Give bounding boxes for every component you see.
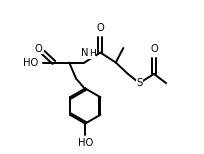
Text: N: N: [81, 48, 89, 58]
Text: O: O: [150, 44, 158, 54]
Text: O: O: [35, 44, 42, 54]
Text: O: O: [97, 23, 104, 33]
Text: HO: HO: [23, 57, 38, 67]
Text: H: H: [89, 49, 96, 58]
Text: HO: HO: [78, 138, 93, 148]
Text: S: S: [136, 78, 143, 88]
